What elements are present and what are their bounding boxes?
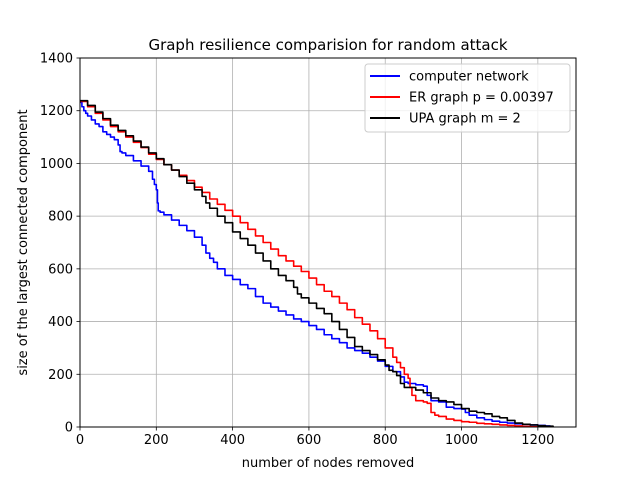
x-tick-label: 800 <box>373 433 398 448</box>
y-tick-label: 0 <box>65 421 73 436</box>
legend-entries: computer network ER graph p = 0.00397 UPA … <box>370 70 554 127</box>
plot-frame <box>79 57 577 428</box>
x-tick-label: 1000 <box>445 433 478 448</box>
y-tick-label: 400 <box>48 315 73 330</box>
x-axis-label: number of nodes removed <box>242 456 415 471</box>
y-tick-label: 1400 <box>40 52 73 67</box>
x-tick-label: 1200 <box>521 433 554 448</box>
y-tick-label: 1000 <box>40 157 73 172</box>
legend: computer network ER graph p = 0.00397 UPA … <box>364 63 571 133</box>
x-tick-label: 600 <box>297 433 322 448</box>
x-tick-label: 0 <box>76 433 84 448</box>
x-tick-label: 400 <box>220 433 245 448</box>
legend-label: ER graph p = 0.00397 <box>409 91 554 106</box>
legend-label: computer network <box>409 70 529 85</box>
y-tick-label: 800 <box>48 210 73 225</box>
x-tick-label: 200 <box>144 433 169 448</box>
series-layer <box>80 99 554 428</box>
y-tick-label: 600 <box>48 262 73 277</box>
series-line-upa-graph-m-2 <box>80 99 554 428</box>
y-tick-label: 200 <box>48 368 73 383</box>
y-tick-label: 1200 <box>40 104 73 119</box>
tick-layer: 0 200 400 600 800 1000 1200 0 200 400 600 800 1000 12… <box>40 52 554 449</box>
chart-title: Graph resilience comparision for random … <box>148 36 507 54</box>
legend-label: UPA graph m = 2 <box>409 112 521 127</box>
legend-box <box>364 63 571 133</box>
y-axis-label: size of the largest connected component <box>16 109 31 375</box>
